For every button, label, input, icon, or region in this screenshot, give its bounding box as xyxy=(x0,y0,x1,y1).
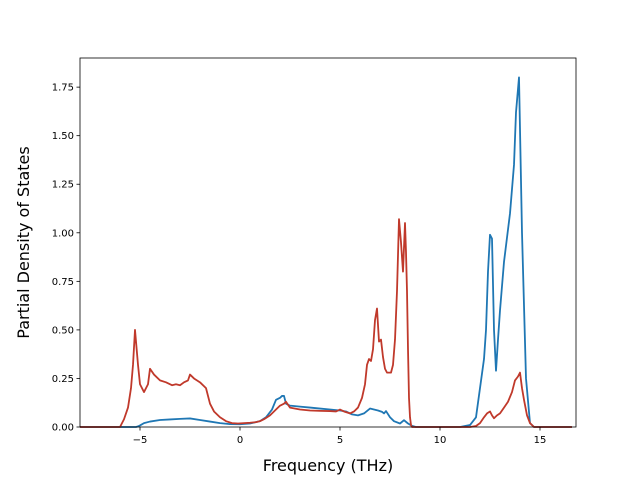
x-axis-label: Frequency (THz) xyxy=(263,456,393,475)
y-tick-label: 0.50 xyxy=(52,325,74,336)
x-tick-label: 5 xyxy=(337,435,343,446)
y-tick-label: 1.75 xyxy=(52,83,74,94)
y-tick-label: 0.75 xyxy=(52,277,74,288)
y-tick-label: 1.00 xyxy=(52,228,74,239)
x-tick-label: −5 xyxy=(133,435,148,446)
y-tick-label: 0.00 xyxy=(52,423,74,434)
y-tick-label: 0.25 xyxy=(52,374,74,385)
y-tick-label: 1.50 xyxy=(52,131,74,142)
y-axis: 0.00 0.25 0.50 0.75 1.00 1.25 1.50 1.75 xyxy=(52,83,80,434)
x-tick-label: 15 xyxy=(534,435,547,446)
x-tick-label: 0 xyxy=(237,435,243,446)
plot-lines xyxy=(80,76,572,428)
y-tick-label: 1.25 xyxy=(52,180,74,191)
y-axis-label: Partial Density of States xyxy=(14,146,33,338)
series-line-1 xyxy=(80,76,572,428)
x-tick-label: 10 xyxy=(434,435,447,446)
series-line-2 xyxy=(80,218,572,428)
plot-frame xyxy=(79,57,577,428)
x-axis: −5 0 5 10 15 xyxy=(133,427,547,446)
